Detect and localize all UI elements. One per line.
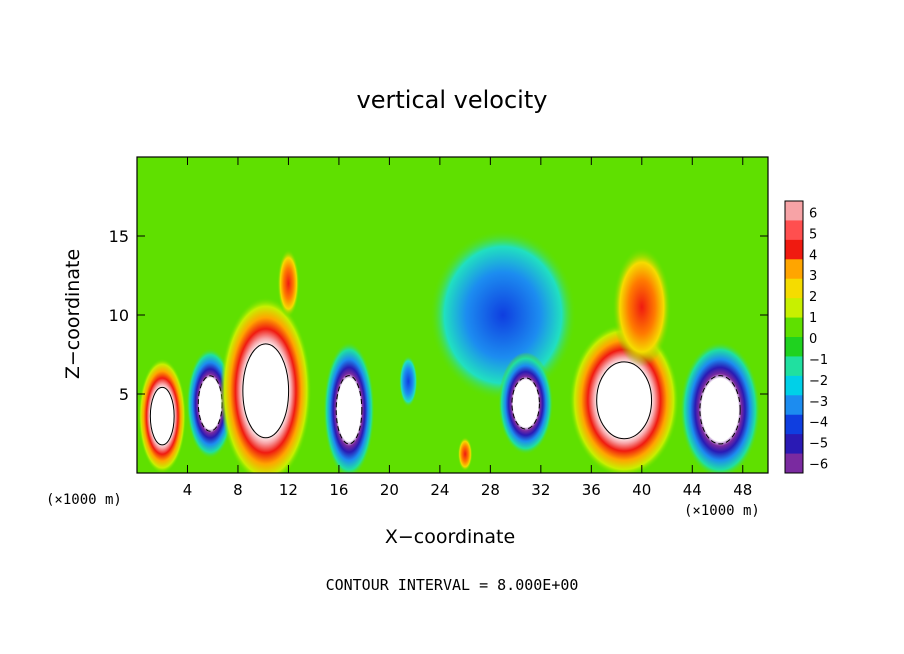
colorbar-label: 2 [809,290,817,305]
velocity-cell [323,341,375,473]
contour-line [699,375,741,445]
x-tick-label: 20 [380,481,399,499]
x-tick-label: 32 [531,481,550,499]
colorbar-label: −3 [809,395,828,410]
colorbar-swatch [785,414,803,435]
contour-interval-note: CONTOUR INTERVAL = 8.000E+00 [325,576,579,594]
x-tick-label: 48 [733,481,752,499]
heatmap-area [137,157,768,473]
y-tick-label: 5 [119,385,129,404]
x-unit-label-left: (×1000 m) [46,492,122,508]
colorbar-swatch [785,220,803,241]
contour-line [596,361,653,440]
x-tick-label: 40 [632,481,651,499]
contour-line [242,343,290,439]
x-tick-label: 28 [481,481,500,499]
colorbar-label: 1 [809,311,817,326]
velocity-cell [277,249,300,318]
velocity-cell [138,358,187,473]
x-unit-label-right: (×1000 m) [684,503,760,519]
x-tick-label: 16 [329,481,348,499]
chart-title: vertical velocity [356,86,548,114]
x-tick-label: 12 [279,481,298,499]
colorbar-swatch [785,375,803,396]
colorbar-label: −1 [809,353,828,368]
velocity-cell [219,297,312,473]
colorbar-frame [784,200,804,474]
velocity-cell [612,247,672,367]
x-tick-label: 4 [183,481,193,499]
contour-line [335,375,363,445]
colorbar-swatch [785,239,803,260]
colorbar-swatch [785,259,803,280]
colorbar-swatch [785,356,803,377]
velocity-cell [498,352,554,455]
contour-line [149,386,175,446]
x-tick-label: 24 [430,481,449,499]
colorbar-swatch [785,201,803,221]
colorbar-label: 3 [809,269,817,284]
colorbar-label: 5 [809,227,817,242]
colorbar-label: −4 [809,416,828,431]
velocity-cell [429,229,577,401]
colorbar-swatch [785,434,803,455]
colorbar-label: −5 [809,437,828,452]
colorbar-swatch [785,337,803,357]
colorbar-swatch [785,278,803,299]
x-axis-label: X−coordinate [384,526,516,548]
colorbar-swatch [785,317,803,338]
colorbar-label: 4 [809,248,817,263]
colorbar-swatch [785,453,803,474]
x-tick-label: 8 [233,481,243,499]
contour-line [511,377,540,430]
velocity-cell [679,341,761,473]
colorbar-swatch [785,298,803,319]
colorbar-label: 0 [809,332,817,347]
y-tick-label: 15 [109,227,129,246]
colorbar: 6 5 4 3 2 1 0 −1 −2 −3 −4 −5 −6 [784,200,828,474]
colorbar-label: −6 [809,458,828,473]
velocity-cell [457,436,473,472]
y-axis: 5 10 15 [109,227,768,404]
x-tick-label: 44 [683,481,702,499]
colorbar-label: 6 [809,206,817,221]
velocity-cell [399,355,418,407]
colorbar-label: −2 [809,374,828,389]
y-tick-label: 10 [109,306,129,325]
x-axis: 4 8 12 16 20 24 28 32 36 40 44 48 [183,157,752,499]
colorbar-swatch [785,395,803,416]
x-tick-label: 36 [582,481,601,499]
